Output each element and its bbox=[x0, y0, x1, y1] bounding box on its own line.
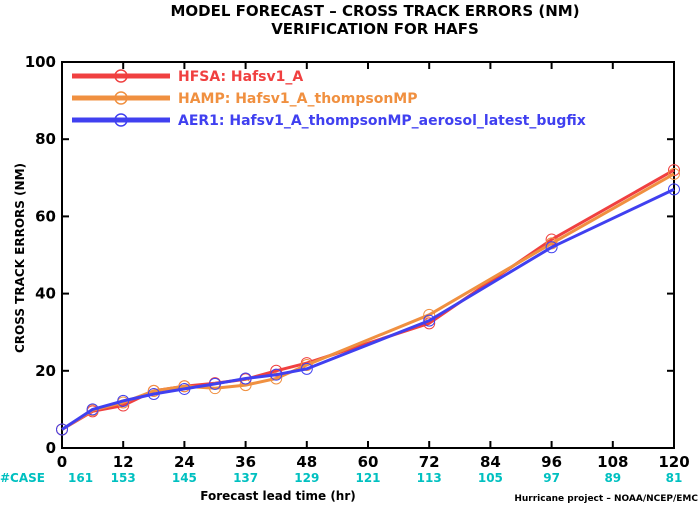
x-tick-label: 72 bbox=[419, 453, 440, 471]
data-point bbox=[147, 387, 160, 400]
data-point bbox=[668, 183, 680, 196]
case-count: 97 bbox=[543, 471, 560, 485]
x-axis-label: Forecast lead time (hr) bbox=[200, 489, 356, 503]
y-tick-label: 100 bbox=[25, 53, 56, 71]
x-tick-label: 60 bbox=[358, 453, 379, 471]
legend-swatch-marker bbox=[114, 113, 128, 127]
legend-entry: HAMP: Hafsv1_A_thompsonMP bbox=[178, 91, 418, 107]
legend-swatch-marker bbox=[114, 91, 128, 105]
x-tick-label: 120 bbox=[658, 453, 689, 471]
x-tick-label: 108 bbox=[597, 453, 628, 471]
data-point bbox=[300, 362, 313, 375]
chart-title: MODEL FORECAST – CROSS TRACK ERRORS (NM) bbox=[170, 2, 579, 20]
case-count: 145 bbox=[172, 471, 197, 485]
data-point bbox=[668, 167, 680, 180]
case-count: 129 bbox=[294, 471, 319, 485]
case-count: 161 bbox=[68, 471, 93, 485]
case-count: 137 bbox=[233, 471, 258, 485]
case-count: 81 bbox=[666, 471, 683, 485]
y-axis: 0 20 40 60 80 100 bbox=[25, 53, 674, 457]
data-point bbox=[209, 377, 221, 390]
data-point bbox=[300, 359, 313, 372]
data-point bbox=[117, 394, 130, 407]
y-tick-label: 40 bbox=[35, 285, 56, 303]
y-tick-label: 60 bbox=[35, 207, 56, 225]
x-tick-label: 96 bbox=[541, 453, 562, 471]
series-line bbox=[61, 172, 675, 431]
series-aer1 bbox=[56, 183, 680, 436]
x-tick-label: 36 bbox=[235, 453, 256, 471]
credit-text: Hurricane project – NOAA/NCEP/EMC bbox=[514, 494, 698, 504]
x-tick-label: 0 bbox=[57, 453, 67, 471]
data-point bbox=[86, 403, 99, 416]
data-point bbox=[147, 384, 160, 397]
x-axis: 0 12 24 36 48 60 72 84 96 108 120 bbox=[57, 62, 690, 471]
case-count: 113 bbox=[417, 471, 442, 485]
x-tick-label: 84 bbox=[480, 453, 501, 471]
data-point bbox=[270, 368, 283, 381]
data-point bbox=[545, 241, 558, 254]
case-count: 153 bbox=[111, 471, 136, 485]
case-label: #CASE bbox=[0, 471, 45, 485]
y-tick-label: 20 bbox=[35, 362, 56, 380]
legend-entry: HFSA: Hafsv1_A bbox=[178, 69, 303, 85]
x-tick-label: 48 bbox=[296, 453, 317, 471]
x-tick-label: 24 bbox=[174, 453, 195, 471]
data-point bbox=[423, 314, 436, 327]
data-point bbox=[270, 372, 283, 385]
y-tick-label: 80 bbox=[35, 130, 56, 148]
data-point bbox=[178, 380, 191, 393]
legend: HFSA: Hafsv1_A HAMP: Hafsv1_A_thompsonMP A… bbox=[72, 69, 586, 129]
case-count: 89 bbox=[604, 471, 621, 485]
data-point bbox=[270, 364, 283, 377]
data-point bbox=[239, 372, 252, 385]
legend-entry: AER1: Hafsv1_A_thompsonMP_aerosol_latest… bbox=[178, 113, 586, 129]
case-count: 121 bbox=[355, 471, 380, 485]
y-axis-label: CROSS TRACK ERRORS (NM) bbox=[13, 163, 27, 353]
case-count: 105 bbox=[478, 471, 503, 485]
case-count-row: #CASE 161 153 145 137 129 121 113 105 97 89 81 bbox=[0, 471, 682, 485]
y-tick-label: 0 bbox=[46, 439, 56, 457]
legend-swatch-marker bbox=[114, 69, 128, 83]
series-layer bbox=[56, 164, 680, 436]
data-point bbox=[178, 382, 191, 395]
data-point bbox=[56, 423, 68, 436]
x-tick-label: 12 bbox=[113, 453, 134, 471]
chart-subtitle: VERIFICATION FOR HAFS bbox=[271, 20, 479, 38]
